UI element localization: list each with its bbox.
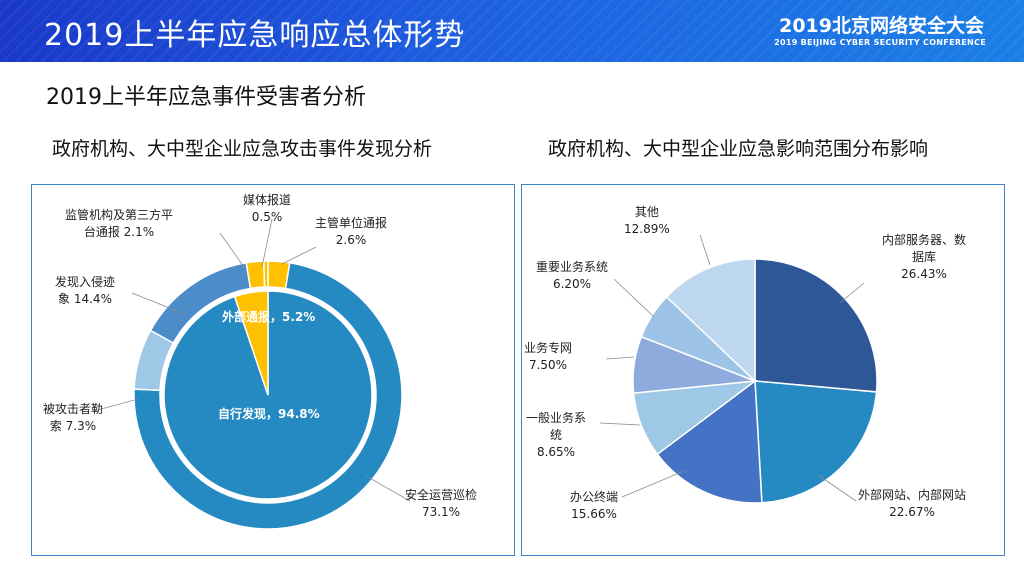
leader-supervisor	[281, 246, 317, 265]
label-general-system: 一般业务系统 8.65%	[526, 411, 587, 459]
page-title: 2019上半年应急响应总体形势	[44, 18, 466, 53]
label-ransom: 被攻击者勒索 7.3%	[43, 402, 104, 433]
leader-general-system	[599, 422, 641, 426]
impact-pie-chart	[599, 234, 878, 504]
label-office-terminal: 办公终端 15.66%	[570, 490, 619, 521]
right-chart-title: 政府机构、大中型企业应急影响范围分布影响	[548, 138, 929, 160]
slice-3	[656, 379, 763, 504]
label-security-patrol: 安全运营巡检 73.1%	[405, 488, 478, 519]
inner-slice-external-report	[233, 290, 269, 396]
label-regulator-report: 监管机构及第三方平 台通报 2.1%	[65, 208, 174, 239]
section-subtitle: 2019上半年应急事件受害者分析	[46, 85, 366, 110]
label-other: 其他 12.89%	[624, 205, 670, 236]
label-websites: 外部网站、内部网站 22.67%	[858, 488, 967, 519]
left-chart-title: 政府机构、大中型企业应急攻击事件发现分析	[52, 138, 433, 160]
conference-logo-subtitle: 2019 BEIJING CYBER SECURITY CONFERENCE	[774, 38, 986, 47]
inner-label-self: 自行发现，94.8%	[218, 407, 320, 421]
slice-7	[665, 258, 756, 383]
leader-other	[699, 234, 711, 266]
outer-slice-2	[133, 261, 403, 530]
slice-1	[754, 258, 878, 393]
left-chart-panel: 自行发现，94.8% 外部通报，5.2% 媒体报道 0.5% 监管机构及第三方平台…	[31, 184, 515, 556]
leader-websites	[817, 474, 857, 502]
label-supervisor-report: 主管单位通报 2.6%	[315, 216, 388, 247]
leader-intrusion	[131, 292, 183, 314]
leader-office-terminal	[621, 470, 685, 498]
leader-ransom	[93, 398, 139, 412]
right-chart-panel: 其他 12.89% 内部服务器、数 据库 26.43% 重要业务系统 6.20% 业务专…	[521, 184, 1005, 556]
label-media-report: 媒体报道 0.5%	[243, 193, 292, 224]
slice-2	[754, 380, 878, 504]
inner-label-external: 外部通报，5.2%	[222, 310, 316, 324]
leader-patrol	[365, 475, 411, 502]
label-private-network: 业务专网 7.50%	[524, 341, 573, 372]
conference-logo-title: 2019北京网络安全大会	[779, 15, 984, 37]
label-important-system: 重要业务系统 6.20%	[536, 260, 609, 291]
label-internal-server: 内部服务器、数 据库 26.43%	[882, 233, 967, 281]
leader-internal-server	[839, 282, 865, 304]
leader-regulator	[219, 232, 245, 268]
outer-slice-6	[263, 260, 269, 288]
leader-media	[261, 218, 273, 268]
leader-private-network	[605, 356, 635, 360]
leader-important-system	[613, 278, 655, 318]
discovery-pie-chart	[93, 218, 411, 530]
header-banner: 2019上半年应急响应总体形势 2019北京网络安全大会 2019 BEIJIN…	[0, 0, 1024, 62]
label-intrusion-sign: 发现入侵迹象 14.4%	[55, 275, 116, 306]
